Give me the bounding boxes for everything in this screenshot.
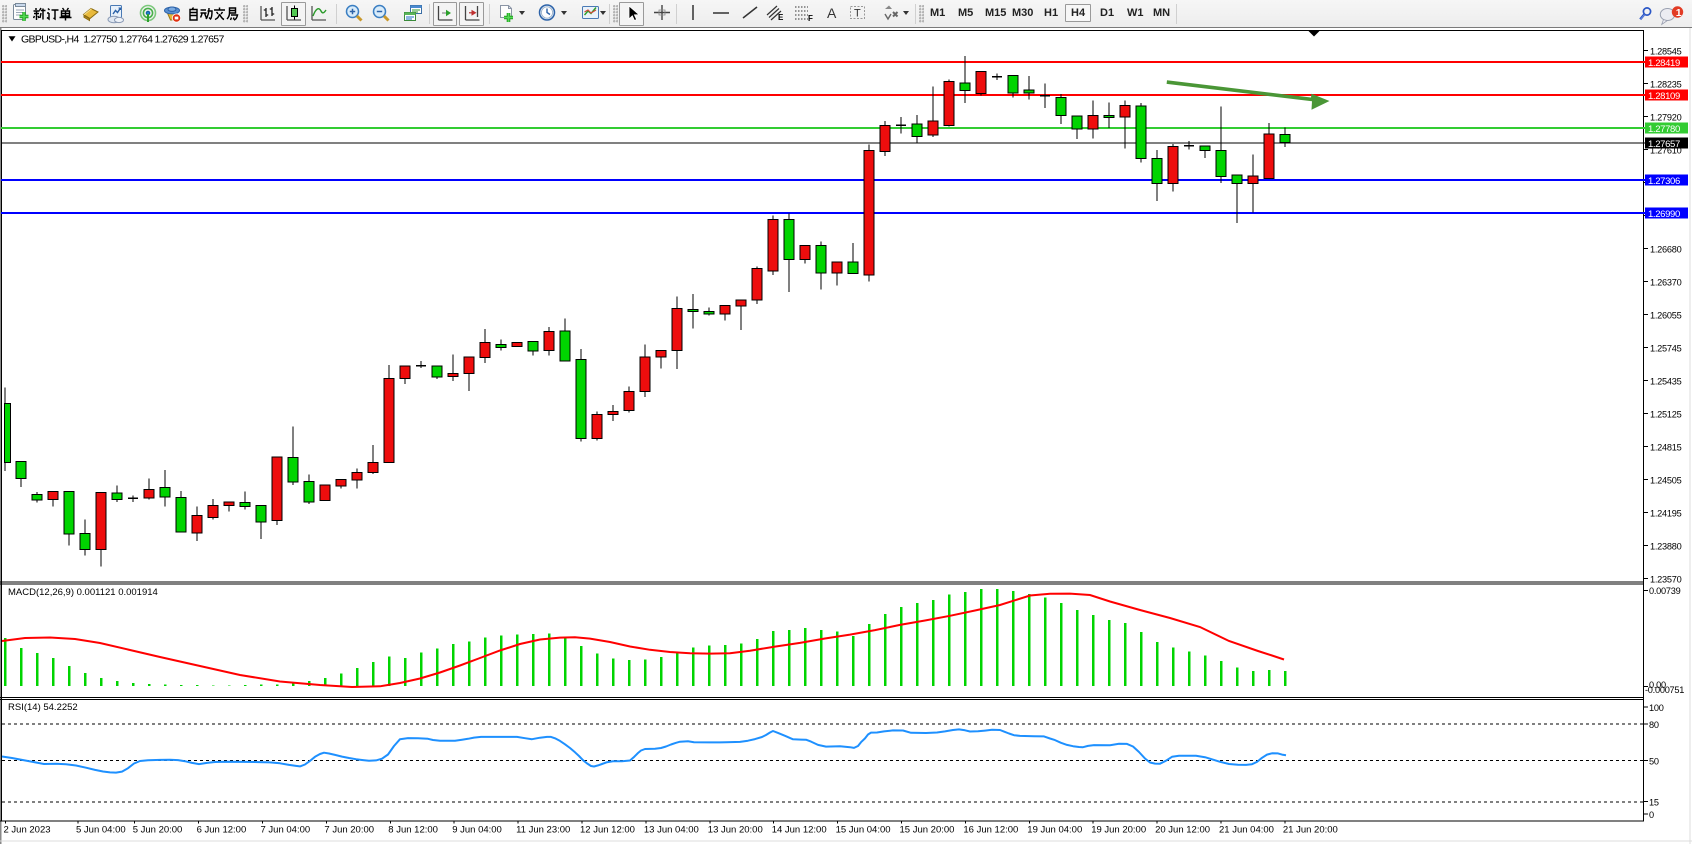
- svg-text:7 Jun 04:00: 7 Jun 04:00: [261, 825, 311, 836]
- svg-text:E: E: [778, 13, 784, 22]
- svg-text:8 Jun 12:00: 8 Jun 12:00: [388, 825, 438, 836]
- svg-text:1.27920: 1.27920: [1650, 113, 1682, 123]
- svg-text:1.27610: 1.27610: [1650, 146, 1682, 156]
- svg-text:1.27657: 1.27657: [1648, 139, 1680, 150]
- svg-text:1.28545: 1.28545: [1650, 47, 1682, 57]
- svg-text:15 Jun 20:00: 15 Jun 20:00: [900, 825, 955, 836]
- svg-text:11 Jun 23:00: 11 Jun 23:00: [516, 825, 570, 836]
- svg-text:1.23880: 1.23880: [1650, 542, 1682, 552]
- svg-text:0: 0: [1649, 810, 1654, 820]
- svg-text:1.28109: 1.28109: [1648, 91, 1680, 102]
- svg-text:12 Jun 12:00: 12 Jun 12:00: [580, 825, 635, 836]
- svg-text:1.23570: 1.23570: [1650, 575, 1682, 585]
- svg-text:1.27306: 1.27306: [1648, 176, 1680, 187]
- svg-text:1.25745: 1.25745: [1650, 344, 1682, 354]
- svg-text:RSI(14) 54.2252: RSI(14) 54.2252: [8, 702, 78, 713]
- svg-text:GBPUSD-,H4 1.27750 1.27764 1.: GBPUSD-,H4 1.27750 1.27764 1.27629 1.276…: [21, 34, 224, 46]
- svg-text:21 Jun 20:00: 21 Jun 20:00: [1283, 825, 1338, 836]
- svg-text:2 Jun 2023: 2 Jun 2023: [4, 825, 51, 836]
- svg-text:16 Jun 12:00: 16 Jun 12:00: [963, 825, 1018, 836]
- svg-text:1.28419: 1.28419: [1648, 58, 1680, 69]
- svg-text:50: 50: [1649, 757, 1659, 767]
- svg-text:T: T: [854, 8, 861, 20]
- svg-text:MACD(12,26,9) 0.001121 0.00191: MACD(12,26,9) 0.001121 0.001914: [8, 587, 158, 598]
- svg-text:0.00739: 0.00739: [1649, 586, 1681, 596]
- svg-text:1.24505: 1.24505: [1650, 476, 1682, 486]
- svg-text:0.00: 0.00: [1649, 680, 1666, 690]
- svg-text:14 Jun 12:00: 14 Jun 12:00: [772, 825, 827, 836]
- svg-text:1.26680: 1.26680: [1650, 245, 1682, 255]
- svg-text:13 Jun 04:00: 13 Jun 04:00: [644, 825, 699, 836]
- svg-text:21 Jun 04:00: 21 Jun 04:00: [1219, 825, 1274, 836]
- svg-text:-0.000751: -0.000751: [1645, 685, 1684, 695]
- svg-text:1.26990: 1.26990: [1648, 209, 1680, 220]
- svg-text:19 Jun 20:00: 19 Jun 20:00: [1091, 825, 1146, 836]
- svg-text:1.26055: 1.26055: [1650, 311, 1682, 321]
- svg-text:1.28235: 1.28235: [1650, 80, 1682, 90]
- svg-text:5 Jun 04:00: 5 Jun 04:00: [76, 825, 126, 836]
- svg-text:19 Jun 04:00: 19 Jun 04:00: [1027, 825, 1082, 836]
- svg-text:20 Jun 12:00: 20 Jun 12:00: [1155, 825, 1210, 836]
- svg-text:6 Jun 12:00: 6 Jun 12:00: [197, 825, 247, 836]
- svg-text:100: 100: [1649, 703, 1664, 713]
- svg-text:1.25125: 1.25125: [1650, 410, 1682, 420]
- svg-text:1.26370: 1.26370: [1650, 278, 1682, 288]
- svg-text:1.24815: 1.24815: [1650, 443, 1682, 453]
- svg-text:F: F: [808, 14, 813, 23]
- svg-text:5 Jun 20:00: 5 Jun 20:00: [133, 825, 183, 836]
- svg-text:15 Jun 04:00: 15 Jun 04:00: [836, 825, 891, 836]
- svg-text:1.24195: 1.24195: [1650, 509, 1682, 519]
- svg-text:7 Jun 20:00: 7 Jun 20:00: [324, 825, 374, 836]
- svg-text:A: A: [827, 5, 837, 21]
- svg-text:15: 15: [1649, 798, 1659, 808]
- svg-text:1.27780: 1.27780: [1648, 124, 1680, 135]
- svg-text:9 Jun 04:00: 9 Jun 04:00: [452, 825, 502, 836]
- svg-text:80: 80: [1649, 720, 1659, 730]
- svg-text:1.25435: 1.25435: [1650, 377, 1682, 387]
- svg-text:1: 1: [1676, 7, 1682, 19]
- svg-text:13 Jun 20:00: 13 Jun 20:00: [708, 825, 763, 836]
